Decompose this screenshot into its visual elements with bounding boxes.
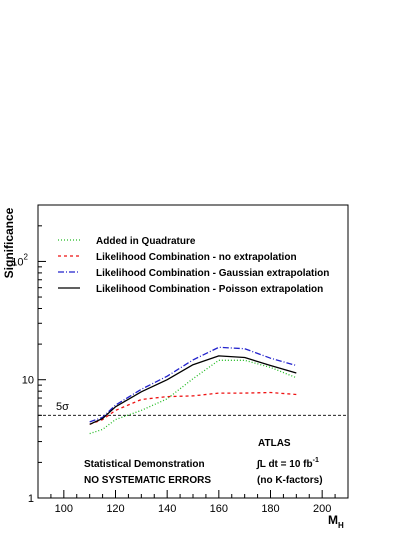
series-quadrature <box>89 359 297 435</box>
x-axis-title-main: M <box>328 513 338 527</box>
kfactors-label: (no K-factors) <box>257 475 323 486</box>
plot-frame <box>37 204 349 499</box>
demonstration-label: Statistical Demonstration <box>84 459 205 470</box>
series-no-extrapolation <box>89 391 297 425</box>
reference-line-label: 5σ <box>56 401 69 413</box>
x-tick-label: 180 <box>261 503 279 515</box>
series-poisson <box>89 355 297 425</box>
experiment-label: ATLAS <box>258 438 291 449</box>
legend-label-quadrature: Added in Quadrature <box>96 236 196 247</box>
x-axis-title: MH <box>328 513 344 530</box>
y-axis-title: Significance <box>2 207 16 278</box>
legend: Added in Quadrature Likelihood Combinati… <box>58 236 329 295</box>
legend-label-no-extrapolation: Likelihood Combination - no extrapolatio… <box>96 252 297 263</box>
luminosity-label: ∫L dt = 10 fb-1 <box>256 457 319 470</box>
x-tick-label: 160 <box>210 503 228 515</box>
luminosity-value: ∫L dt = 10 fb <box>256 459 313 470</box>
y-tick-label: 1 <box>28 493 34 505</box>
x-tick-label: 200 <box>313 503 331 515</box>
luminosity-unit-exponent: -1 <box>313 457 319 464</box>
y-tick-label: 10 <box>22 375 34 387</box>
series-lines <box>89 346 297 435</box>
legend-label-poisson: Likelihood Combination - Poisson extrapo… <box>96 284 323 295</box>
x-axis-title-sub: H <box>338 521 344 530</box>
y-tick-exponent: 2 <box>24 252 29 261</box>
x-tick-label: 140 <box>158 503 176 515</box>
x-tick-label: 120 <box>106 503 124 515</box>
legend-label-gaussian: Likelihood Combination - Gaussian extrap… <box>96 268 329 279</box>
x-tick-label: 100 <box>55 503 73 515</box>
systematics-label: NO SYSTEMATIC ERRORS <box>84 475 211 486</box>
series-gaussian <box>89 346 297 423</box>
